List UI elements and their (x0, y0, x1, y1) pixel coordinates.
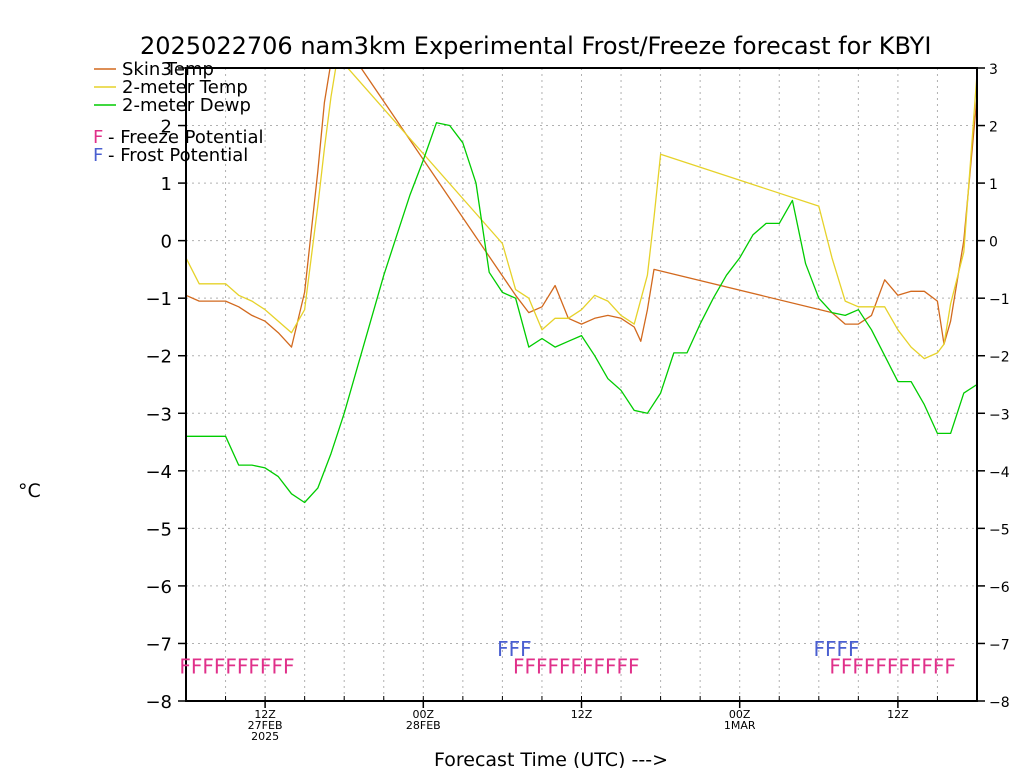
y-tick-label-right: 2 (989, 120, 998, 136)
frost-flag-run: FFFF (814, 637, 860, 661)
series-line-2-meter-temp (186, 68, 977, 360)
y-tick-label: 2 (161, 117, 172, 138)
y-tick-label: −3 (145, 404, 172, 425)
legend-label: Skin Temp (122, 59, 214, 80)
chart-title: 2025022706 nam3km Experimental Frost/Fre… (140, 32, 931, 60)
x-tick-label: 00Z (729, 708, 751, 721)
x-tick-label: 28FEB (406, 719, 441, 732)
y-tick-label-right: 0 (989, 235, 998, 251)
y-tick-label: 1 (161, 174, 172, 195)
legend-flag-label: - Freeze Potential (108, 127, 264, 148)
freeze-flag-run: FFFFFFFFFFF (829, 654, 956, 678)
x-tick-label: 12Z (254, 708, 276, 721)
y-tick-label-right: −6 (989, 580, 1010, 596)
y-tick-label-right: −2 (989, 350, 1010, 366)
y-tick-label-right: −7 (989, 637, 1010, 653)
x-tick-label: 12Z (571, 708, 593, 721)
y-tick-label: 0 (161, 232, 172, 253)
y-tick-label-right: 1 (989, 177, 998, 193)
y-tick-label: −8 (145, 692, 172, 713)
y-tick-label-right: 3 (989, 62, 998, 78)
grid (186, 68, 977, 701)
legend-flag-symbol: F (93, 127, 103, 148)
x-axis-label: Forecast Time (UTC) ---> (434, 749, 668, 768)
y-axis-ticks: 3 2 1 0 −1 −2 −3 −4 −5 −6 −7 −8 3 2 1 0 −1 −2 −3 −4 −5 −6 −7 −8 (145, 59, 1009, 713)
y-tick-label: −5 (145, 519, 172, 540)
y-tick-label: 3 (161, 59, 172, 80)
y-tick-label: −6 (145, 577, 172, 598)
y-tick-label: −1 (145, 289, 172, 310)
x-tick-label: 1MAR (724, 719, 756, 732)
y-tick-label: −2 (145, 347, 172, 368)
freeze-flag-run: FFFFFFFFFFF (513, 654, 640, 678)
y-tick-label-right: −1 (989, 292, 1010, 308)
plot-frame (185, 67, 978, 702)
y-tick-label-right: −8 (989, 695, 1010, 711)
x-tick-label: 00Z (413, 708, 435, 721)
y-axis-label: °C (18, 480, 41, 502)
y-tick-label-right: −3 (989, 407, 1010, 423)
y-tick-label: −7 (145, 634, 172, 655)
legend-label: 2-meter Dewp (122, 95, 251, 116)
series-lines (186, 68, 977, 504)
y-tick-label: −4 (145, 462, 172, 483)
series-line-skin-temp (186, 68, 977, 348)
x-tick-label: 2025 (251, 730, 279, 743)
legend-flag-label: - Frost Potential (108, 145, 248, 166)
legend-flag-symbol: F (93, 145, 103, 166)
series-line-2-meter-dewp (186, 122, 977, 504)
freeze-flag-run: FFFFFFFFFF (179, 654, 294, 678)
y-tick-label-right: −4 (989, 465, 1010, 481)
x-tick-label: 12Z (887, 708, 909, 721)
y-tick-label-right: −5 (989, 522, 1010, 538)
x-tick-label: 27FEB (248, 719, 283, 732)
frost-flag-run: FFF (497, 637, 532, 661)
legend-label: 2-meter Temp (122, 77, 248, 98)
